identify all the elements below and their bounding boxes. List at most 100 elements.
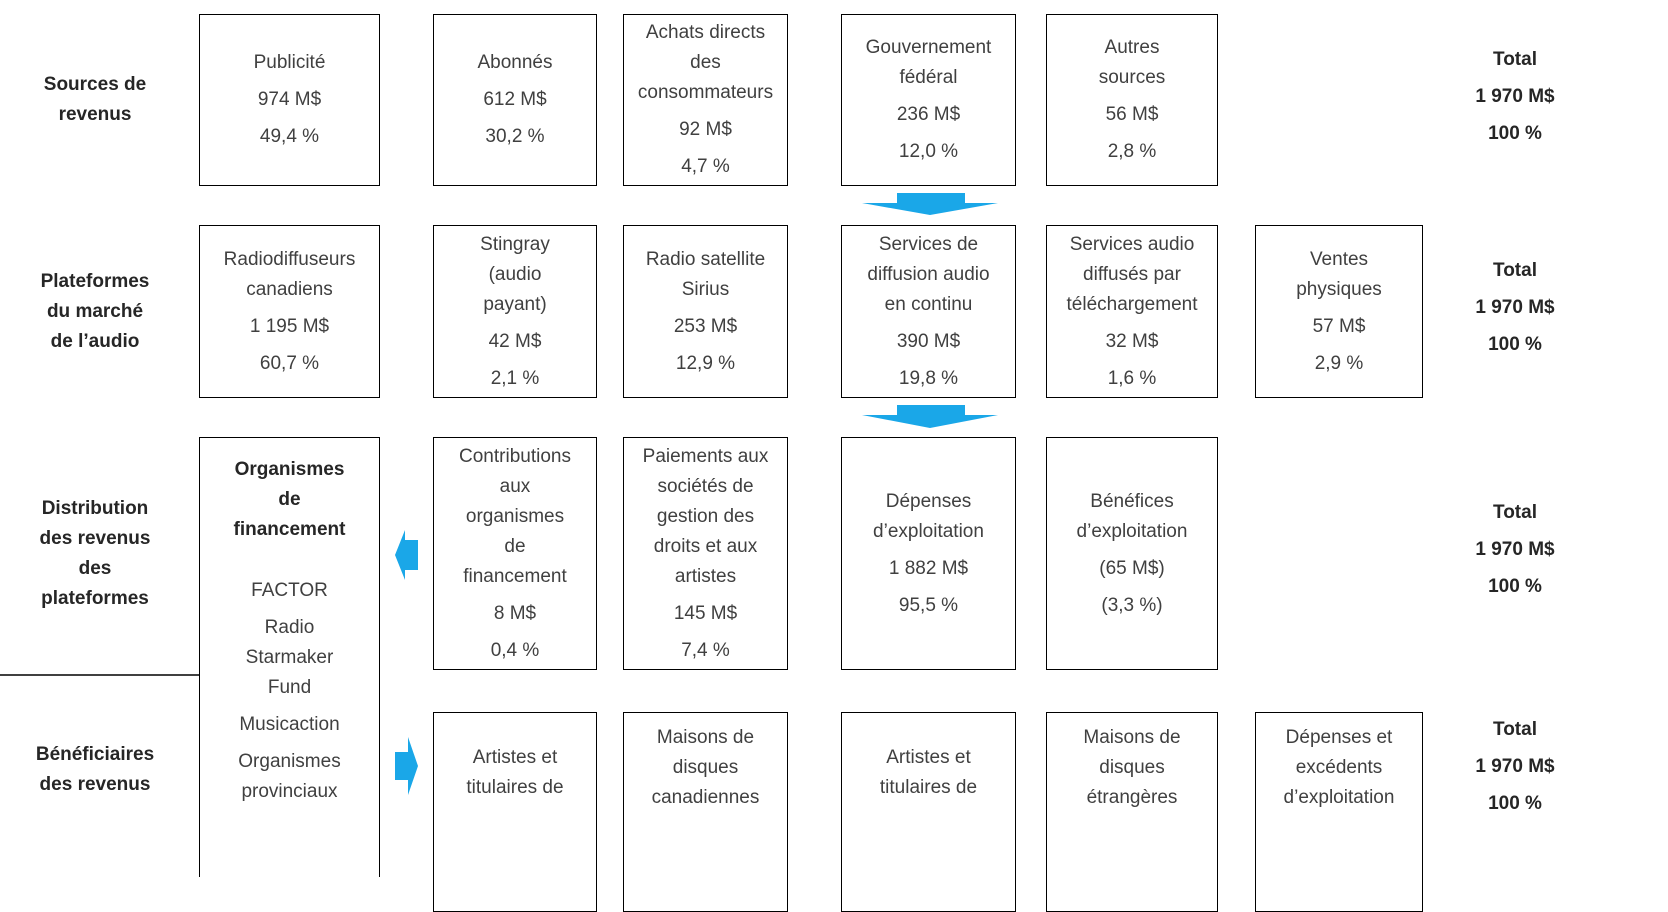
text-line: disques (672, 757, 739, 778)
text-line: 236 M$ (896, 104, 961, 125)
text-line: gestion des (656, 505, 755, 527)
page: Sources de revenus Total 1 970 M$ 100 % Publi… (0, 14, 1575, 912)
row-total: Total 1 970 M$ 100 % (1455, 14, 1575, 186)
box: Dépenses d’exploitation 1 882 M$ 95,5 % (841, 437, 1016, 670)
row-label: Bénéficiaires des revenus (0, 712, 190, 828)
text-line: payant) (483, 293, 547, 315)
text-line: d’exploitation (1283, 787, 1395, 808)
text-line: Total (1493, 718, 1537, 740)
box: Maisons de disques étrangères (1046, 712, 1218, 912)
text-line: financement (463, 565, 567, 587)
text-line: Organismes (234, 459, 345, 480)
arrow-down (862, 203, 998, 215)
text-line: Publicité (253, 52, 326, 73)
text-line: Gouvernement (865, 37, 992, 58)
text-line: en continu (884, 293, 973, 315)
text-line: FACTOR (251, 580, 328, 601)
text-line: d’exploitation (873, 520, 984, 542)
text-line: des (78, 557, 112, 579)
text-line: revenus (58, 104, 132, 125)
text-line: 2,1 % (490, 367, 540, 389)
text-line: 974 M$ (257, 89, 322, 110)
text-line: 2,9 % (1314, 352, 1364, 374)
text-line: Sources de (43, 74, 147, 95)
text-line: artistes (674, 565, 737, 587)
text-line: 253 M$ (673, 315, 738, 337)
arrow-down (897, 405, 965, 415)
box: Artistes et titulaires de (841, 712, 1016, 912)
text-line: 8 M$ (493, 602, 537, 624)
text-line: Fund (267, 677, 312, 698)
text-line: titulaires de (879, 777, 978, 798)
box: Radiodiffuseurs canadiens 1 195 M$ 60,7 % (199, 225, 380, 398)
box: Ventes physiques 57 M$ 2,9 % (1255, 225, 1423, 398)
text-line: 19,8 % (898, 367, 959, 389)
box: Paiements aux sociétés de gestion des droit… (623, 437, 788, 670)
arrow-left (405, 540, 418, 570)
text-line: Services de (878, 233, 979, 255)
text-line: Paiements aux (642, 445, 769, 467)
text-line: sociétés de (657, 475, 754, 497)
text-line: excédents (1295, 757, 1383, 778)
text-line: 1,6 % (1107, 367, 1157, 389)
text-line: Dépenses (885, 490, 972, 512)
box: Services audio diffusés par téléchargement… (1046, 225, 1218, 398)
text-line: 60,7 % (259, 352, 320, 374)
box: Radio satellite Sirius 253 M$ 12,9 % (623, 225, 788, 398)
text-line: 1 970 M$ (1475, 755, 1555, 777)
text-line: Artistes et (472, 747, 558, 768)
text-line: 30,2 % (485, 126, 545, 147)
text-line: de (504, 535, 526, 557)
text-line: 7,4 % (681, 639, 730, 661)
arrow-right (408, 737, 418, 795)
row-total: Total 1 970 M$ 100 % (1455, 437, 1575, 670)
box: Publicité 974 M$ 49,4 % (199, 14, 380, 186)
text-line: titulaires de (466, 777, 564, 798)
row-total: Total 1 970 M$ 100 % (1455, 712, 1575, 828)
text-line: organismes (465, 505, 565, 527)
text-line: étrangères (1086, 787, 1178, 808)
text-line: 100 % (1488, 334, 1542, 355)
arrow-down (862, 415, 998, 428)
text-line: 42 M$ (488, 330, 542, 352)
text-line: Total (1493, 260, 1537, 281)
text-line: consommateurs (637, 82, 774, 103)
box: Dépenses et excédents d’exploitation (1255, 712, 1423, 912)
text-line: 100 % (1488, 122, 1542, 144)
row-label: Distribution des revenus des plateformes (0, 437, 190, 670)
text-line: financement (233, 519, 346, 540)
box: Bénéfices d’exploitation (65 M$) (3,3 %) (1046, 437, 1218, 670)
text-line: Contributions (459, 445, 571, 467)
text-line: des revenus (39, 527, 151, 549)
text-line: physiques (1296, 278, 1382, 300)
text-line: des (690, 52, 721, 73)
text-line: 12,9 % (675, 352, 736, 374)
text-line: 95,5 % (898, 594, 959, 616)
text-line: du marché (46, 300, 144, 322)
text-line: 100 % (1488, 792, 1542, 814)
text-line: Bénéfices (1090, 490, 1174, 512)
funding-box: Organismes de financement FACTOR Radio Starma… (199, 437, 380, 877)
text-line: 1 970 M$ (1475, 85, 1555, 107)
arrows (0, 193, 998, 795)
text-line: diffusion audio (867, 263, 990, 285)
text-line: de l’audio (50, 330, 140, 352)
text-line: 612 M$ (483, 89, 547, 110)
box: Autres sources 56 M$ 2,8 % (1046, 14, 1218, 186)
row-label: Plateformes du marché de l’audio (0, 225, 190, 398)
text-line: Starmaker (245, 647, 334, 668)
arrow-right (395, 752, 408, 780)
box: Achats directs des consommateurs 92 M$ 4,7 % (623, 14, 788, 186)
box: Gouvernement fédéral 236 M$ 12,0 % (841, 14, 1016, 186)
text-line: Artistes et (886, 747, 971, 768)
row-total: Total 1 970 M$ 100 % (1455, 225, 1575, 398)
text-line: fédéral (899, 67, 958, 88)
text-line: canadiennes (651, 787, 760, 808)
text-line: Dépenses et (1285, 727, 1393, 748)
text-line: 49,4 % (259, 126, 320, 147)
text-line: Radio satellite (645, 248, 766, 270)
arrow-down (897, 193, 965, 203)
text-line: Maisons de (656, 727, 755, 748)
text-line: des revenus (39, 774, 151, 795)
text-line: Organismes (238, 751, 341, 772)
